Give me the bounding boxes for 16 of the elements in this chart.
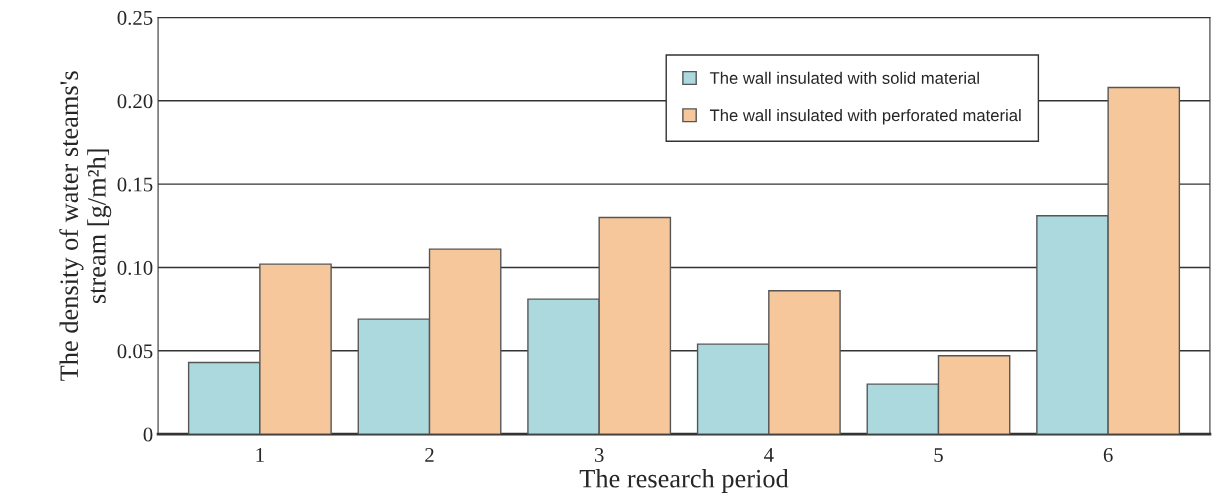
x-tick-label: 3 [594,447,604,462]
y-tick-label: 0 [143,427,153,442]
x-tick-label: 1 [256,448,264,462]
y-tick-label: 0.05 [117,344,153,359]
y-tick-label: 0.15 [117,177,153,192]
y-tick-label: 0.10 [117,260,153,275]
y-tick-label: 0.25 [117,10,153,25]
x-tick-label: 2 [425,447,434,462]
y-tick-label: 0.20 [117,94,153,109]
legend-label: The wall insulated with perforated material [709,109,1021,125]
legend-label: The wall insulated with solid material [709,71,979,84]
x-tick-label: 6 [1103,447,1113,462]
x-tick-label: 5 [934,448,943,462]
y-axis-title: The density of water steams's stream [g/m²h] [59,71,112,381]
x-axis-title: The research period [579,469,789,493]
x-tick-label: 4 [764,448,774,462]
